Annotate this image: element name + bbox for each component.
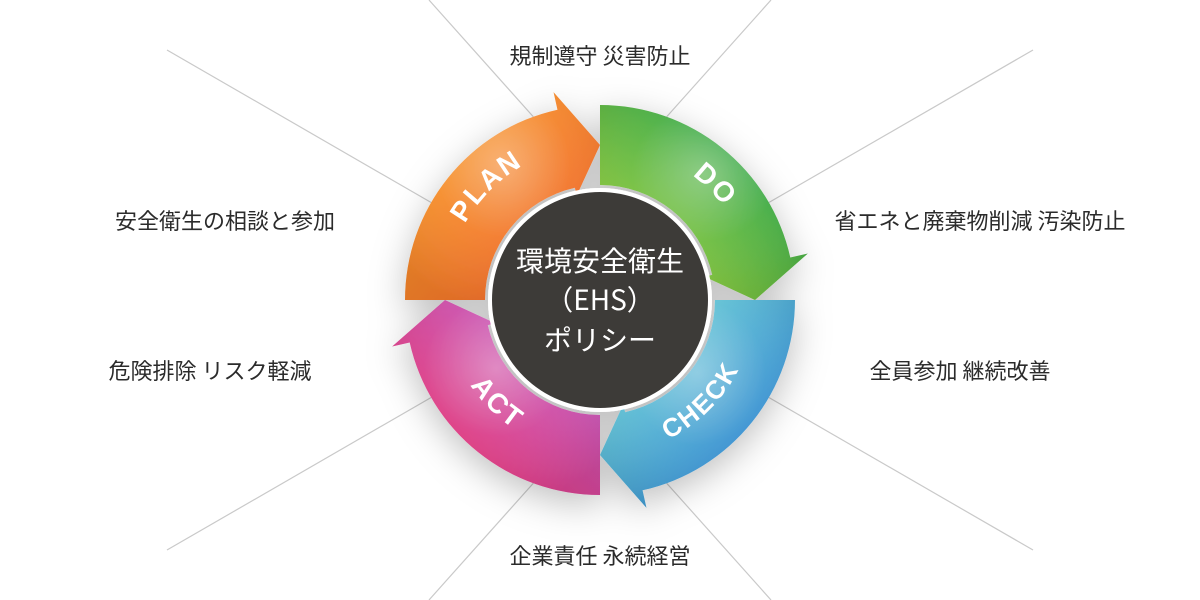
- outer-label-bottom: 企業責任 永続経営: [510, 539, 691, 571]
- hub-line-2: （EHS）: [545, 280, 655, 319]
- hub-line-1: 環境安全衛生: [516, 241, 684, 280]
- outer-label-top: 規制遵守 災害防止: [510, 39, 691, 71]
- ray-line: [167, 398, 431, 551]
- outer-label-left-upper: 安全衛生の相談と参加: [115, 204, 335, 236]
- hub-title: 環境安全衛生（EHS）ポリシー: [490, 190, 710, 410]
- ray-line: [769, 50, 1033, 203]
- outer-label-right-upper: 省エネと廃棄物削減 汚染防止: [835, 204, 1126, 236]
- ray-line: [769, 398, 1033, 551]
- pdca-cycle-diagram: PLANDOCHECKACT 環境安全衛生（EHS）ポリシー 規制遵守 災害防止…: [0, 0, 1200, 600]
- hub-line-3: ポリシー: [544, 320, 656, 359]
- ray-line: [167, 50, 431, 203]
- outer-label-left-lower: 危険排除 リスク軽減: [109, 354, 312, 386]
- outer-label-right-lower: 全員参加 継続改善: [870, 354, 1051, 386]
